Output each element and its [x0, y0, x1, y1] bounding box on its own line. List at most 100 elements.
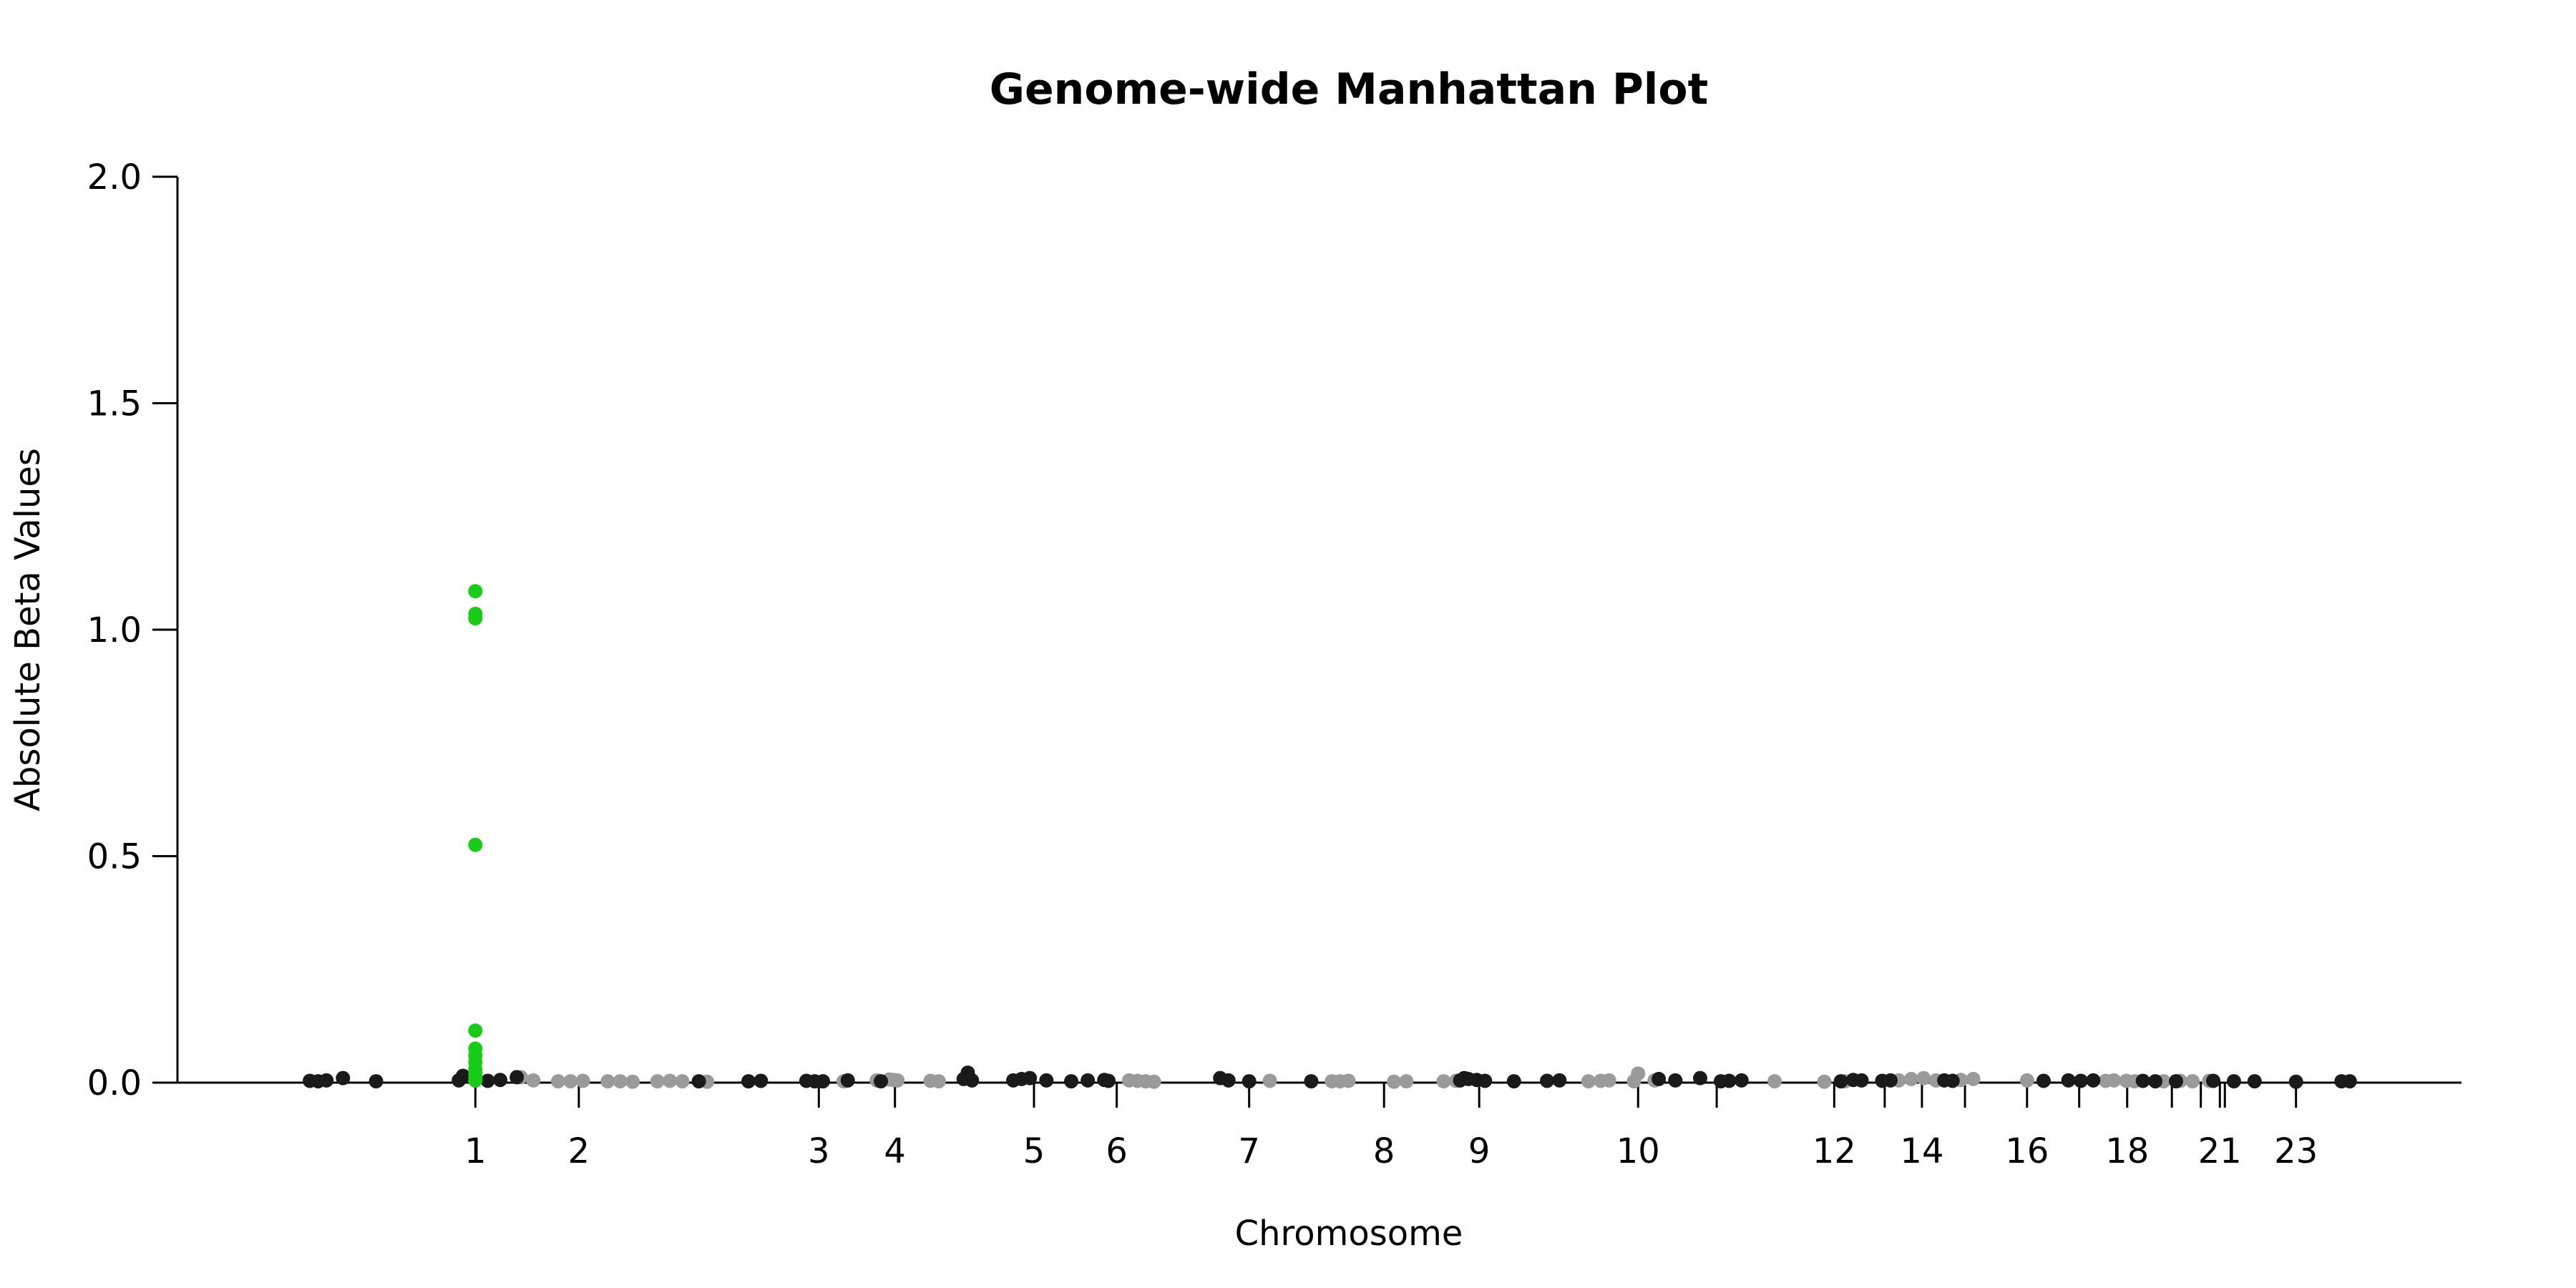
data-point — [1833, 1074, 1848, 1089]
y-tick-label: 0.5 — [87, 837, 142, 877]
data-point — [1693, 1070, 1707, 1085]
data-point — [2206, 1073, 2221, 1088]
x-tick-label: 4 — [884, 1131, 906, 1171]
x-tick-label: 5 — [1023, 1131, 1045, 1171]
data-point — [816, 1074, 831, 1089]
data-points — [303, 584, 2357, 1089]
data-point — [480, 1073, 495, 1088]
data-point — [874, 1074, 889, 1089]
data-point — [1262, 1073, 1277, 1088]
data-point — [493, 1073, 508, 1088]
x-tick-label: 18 — [2105, 1131, 2149, 1171]
x-tick-label: 2 — [568, 1131, 590, 1171]
data-point — [369, 1074, 384, 1089]
data-point — [613, 1074, 628, 1089]
data-point — [319, 1073, 334, 1088]
data-point — [2342, 1074, 2357, 1089]
data-point — [1854, 1073, 1869, 1088]
data-point — [575, 1073, 590, 1088]
data-point — [336, 1070, 351, 1085]
data-point — [468, 837, 483, 852]
y-tick-label: 1.0 — [87, 610, 142, 650]
x-tick-label: 10 — [1616, 1131, 1660, 1171]
data-point — [1039, 1073, 1054, 1088]
data-point — [1652, 1071, 1667, 1086]
data-point — [468, 1023, 483, 1038]
data-point — [1601, 1073, 1616, 1088]
data-point — [1903, 1071, 1918, 1086]
data-point — [2169, 1074, 2183, 1089]
data-point — [1817, 1074, 1832, 1089]
data-point — [600, 1074, 615, 1089]
x-tick-label: 1 — [464, 1131, 487, 1171]
data-point — [2074, 1073, 2088, 1088]
data-point — [1221, 1073, 1236, 1088]
data-point — [2061, 1073, 2076, 1088]
data-point — [2086, 1073, 2101, 1088]
data-point — [468, 1073, 483, 1088]
data-point — [456, 1068, 470, 1083]
data-point — [1540, 1073, 1555, 1088]
data-point — [741, 1074, 756, 1089]
data-point — [965, 1073, 980, 1088]
x-axis-label: Chromosome — [1235, 1214, 1463, 1254]
data-point — [1552, 1073, 1567, 1088]
data-point — [663, 1073, 678, 1088]
plot-area: 0.00.51.01.52.0 1 2 3 4 5 6 7 8 9 10 12 14 16 18 21 23 — [87, 157, 2462, 1171]
data-point — [551, 1074, 565, 1089]
data-point — [1722, 1073, 1737, 1088]
data-point — [509, 1070, 525, 1085]
data-point — [1767, 1074, 1782, 1089]
data-point — [468, 584, 483, 599]
x-tick-label: 3 — [808, 1131, 830, 1171]
data-point — [1080, 1073, 1096, 1088]
data-point — [1341, 1073, 1356, 1088]
chart-title: Genome-wide Manhattan Plot — [990, 64, 1709, 114]
data-point — [1883, 1073, 1898, 1088]
y-axis-ticks: 0.0 0.5 1.0 1.5 2.0 — [87, 157, 177, 1103]
data-point — [1478, 1073, 1493, 1088]
data-point — [1668, 1073, 1683, 1088]
data-point — [1101, 1073, 1116, 1088]
data-point — [563, 1074, 578, 1089]
x-tick-label: 8 — [1373, 1131, 1395, 1171]
data-point — [625, 1074, 640, 1089]
x-tick-label: 23 — [2274, 1131, 2318, 1171]
data-point — [675, 1074, 690, 1089]
data-point — [2135, 1073, 2150, 1088]
data-point — [1631, 1066, 1646, 1081]
data-point — [1966, 1071, 1981, 1086]
y-tick-label: 2.0 — [87, 157, 142, 197]
x-tick-label: 21 — [2198, 1131, 2242, 1171]
data-point — [2226, 1074, 2241, 1089]
y-tick-label: 1.5 — [87, 384, 142, 424]
y-axis-label: Absolute Beta Values — [8, 448, 48, 811]
data-point — [1387, 1074, 1402, 1089]
data-point — [1581, 1074, 1596, 1089]
data-point — [691, 1074, 706, 1089]
data-point — [2036, 1073, 2051, 1088]
x-tick-label: 9 — [1468, 1131, 1491, 1171]
data-point — [2288, 1074, 2303, 1089]
data-point — [1241, 1074, 1257, 1089]
data-point — [650, 1074, 665, 1089]
data-point — [1945, 1073, 1960, 1088]
x-tick-label: 16 — [2005, 1131, 2049, 1171]
data-point — [1399, 1074, 1414, 1089]
data-point — [468, 611, 483, 626]
x-tick-label: 14 — [1900, 1131, 1943, 1171]
data-point — [2107, 1073, 2122, 1088]
data-point — [1734, 1073, 1749, 1088]
data-point — [1436, 1074, 1451, 1089]
x-tick-label: 7 — [1238, 1131, 1260, 1171]
data-point — [1023, 1070, 1038, 1085]
data-point — [1146, 1074, 1161, 1089]
data-point — [1506, 1074, 1521, 1089]
data-point — [753, 1073, 769, 1088]
data-point — [890, 1073, 905, 1088]
data-point — [2185, 1074, 2200, 1089]
data-point — [1064, 1074, 1079, 1089]
data-point — [1916, 1070, 1931, 1085]
y-tick-label: 0.0 — [87, 1063, 142, 1103]
